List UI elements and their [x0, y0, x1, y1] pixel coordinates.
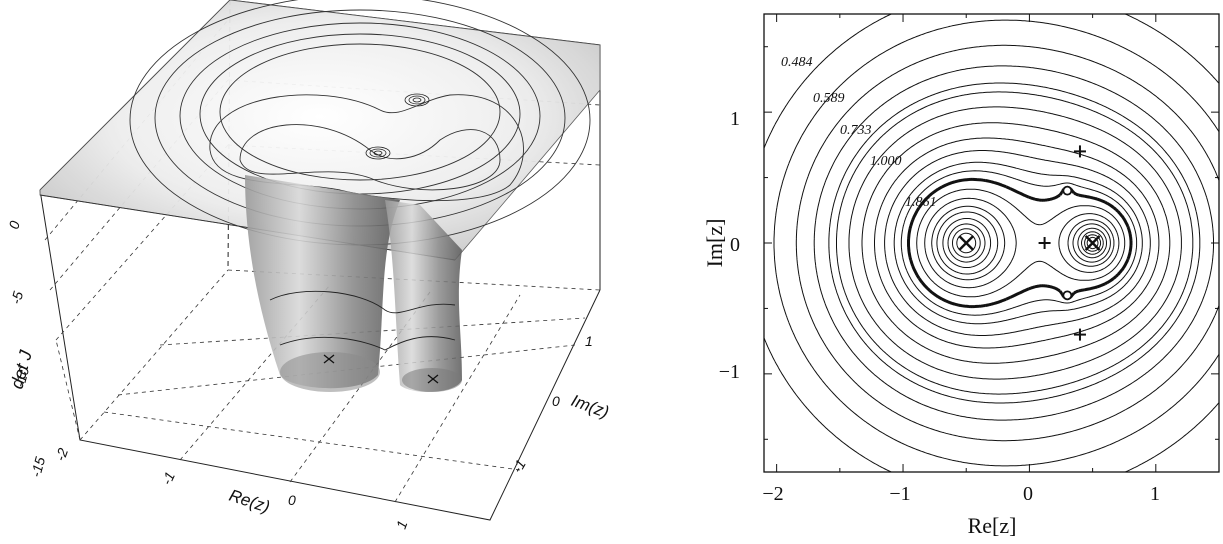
z-tick-1: -5	[7, 289, 26, 305]
x-tick-0: -2	[52, 446, 71, 463]
y-tick-label-2: −1	[719, 361, 740, 383]
contour-line	[931, 205, 1115, 281]
vortex-marker	[1062, 185, 1073, 196]
saddle-marker	[1073, 145, 1086, 158]
contour-line	[874, 137, 1160, 349]
contour-line	[947, 223, 1104, 263]
pole-marker	[958, 235, 975, 251]
contour-line	[884, 150, 1151, 336]
y-axis-label: Im[z]	[702, 219, 727, 268]
pole-marker-right	[427, 374, 439, 384]
contour-label-3: 1.000	[870, 154, 902, 169]
pole-marker	[1084, 235, 1101, 251]
surface-plot: det J Re(z) Im(z) 0 -5 -10 -15 -2 -1 0 1…	[5, 0, 612, 531]
x-tick-3: 1	[393, 518, 411, 531]
contour-line	[861, 122, 1171, 364]
saddle-marker	[1073, 328, 1086, 341]
contour-line	[848, 106, 1182, 380]
saddle-marker	[1038, 237, 1051, 249]
contour-line	[828, 82, 1201, 404]
x-tick-2: 0	[288, 492, 296, 508]
z-tick-0: 0	[5, 219, 23, 231]
surface-markers	[323, 354, 439, 384]
contour-line	[764, 14, 1219, 472]
contour-plot-panel: 1 0 −1 −2 −1 0 1 Re[z] Im[z] 0.484 0.589…	[640, 0, 1223, 544]
contour-label-2: 0.733	[840, 123, 872, 138]
y-tick-2: -1	[509, 457, 529, 476]
z-tick-2: -10	[11, 365, 32, 389]
y-tick-1: 0	[552, 393, 560, 409]
contour-line	[936, 211, 1111, 275]
pole-marker-left	[323, 354, 335, 364]
contour-line	[893, 161, 1143, 325]
contour-line	[773, 19, 1219, 467]
contour-line	[836, 91, 1194, 395]
surface-wells	[245, 175, 462, 392]
axis-ticks	[764, 14, 1220, 472]
z-tick-3: -15	[27, 455, 48, 479]
contour-label-0: 0.484	[781, 55, 813, 70]
contour-line	[942, 218, 1107, 268]
x-tick-1: -1	[158, 469, 178, 487]
contour-line	[813, 65, 1214, 421]
x-tick-label-1: −1	[889, 483, 910, 505]
contour-lines	[764, 14, 1219, 472]
contour-line	[900, 170, 1138, 316]
contour-plot: 1 0 −1 −2 −1 0 1 Re[z] Im[z] 0.484 0.589…	[702, 13, 1220, 538]
contour-line	[916, 188, 1126, 298]
x-tick-label-2: 0	[1023, 483, 1033, 505]
contour-labels: 0.484 0.589 0.733 1.000 1.861	[781, 55, 937, 210]
critical-point-markers	[958, 145, 1101, 341]
x-axis-label: Re(z)	[227, 486, 272, 517]
x-tick-label-3: 1	[1150, 483, 1160, 505]
y-tick-0: 1	[585, 333, 593, 349]
x-tick-label-0: −2	[762, 483, 783, 505]
x-axis-label: Re[z]	[968, 513, 1017, 538]
y-axis-label: Im(z)	[569, 391, 612, 422]
contour-label-4: 1.861	[905, 195, 937, 210]
contour-line	[795, 44, 1219, 442]
surface-plot-panel: det J Re(z) Im(z) 0 -5 -10 -15 -2 -1 0 1…	[5, 0, 612, 531]
y-tick-label-1: 0	[730, 234, 740, 256]
contour-line	[924, 197, 1120, 289]
surface-spikes	[365, 93, 430, 160]
y-tick-label-0: 1	[730, 108, 740, 130]
contour-label-1: 0.589	[813, 91, 845, 106]
vortex-marker	[1062, 290, 1073, 301]
